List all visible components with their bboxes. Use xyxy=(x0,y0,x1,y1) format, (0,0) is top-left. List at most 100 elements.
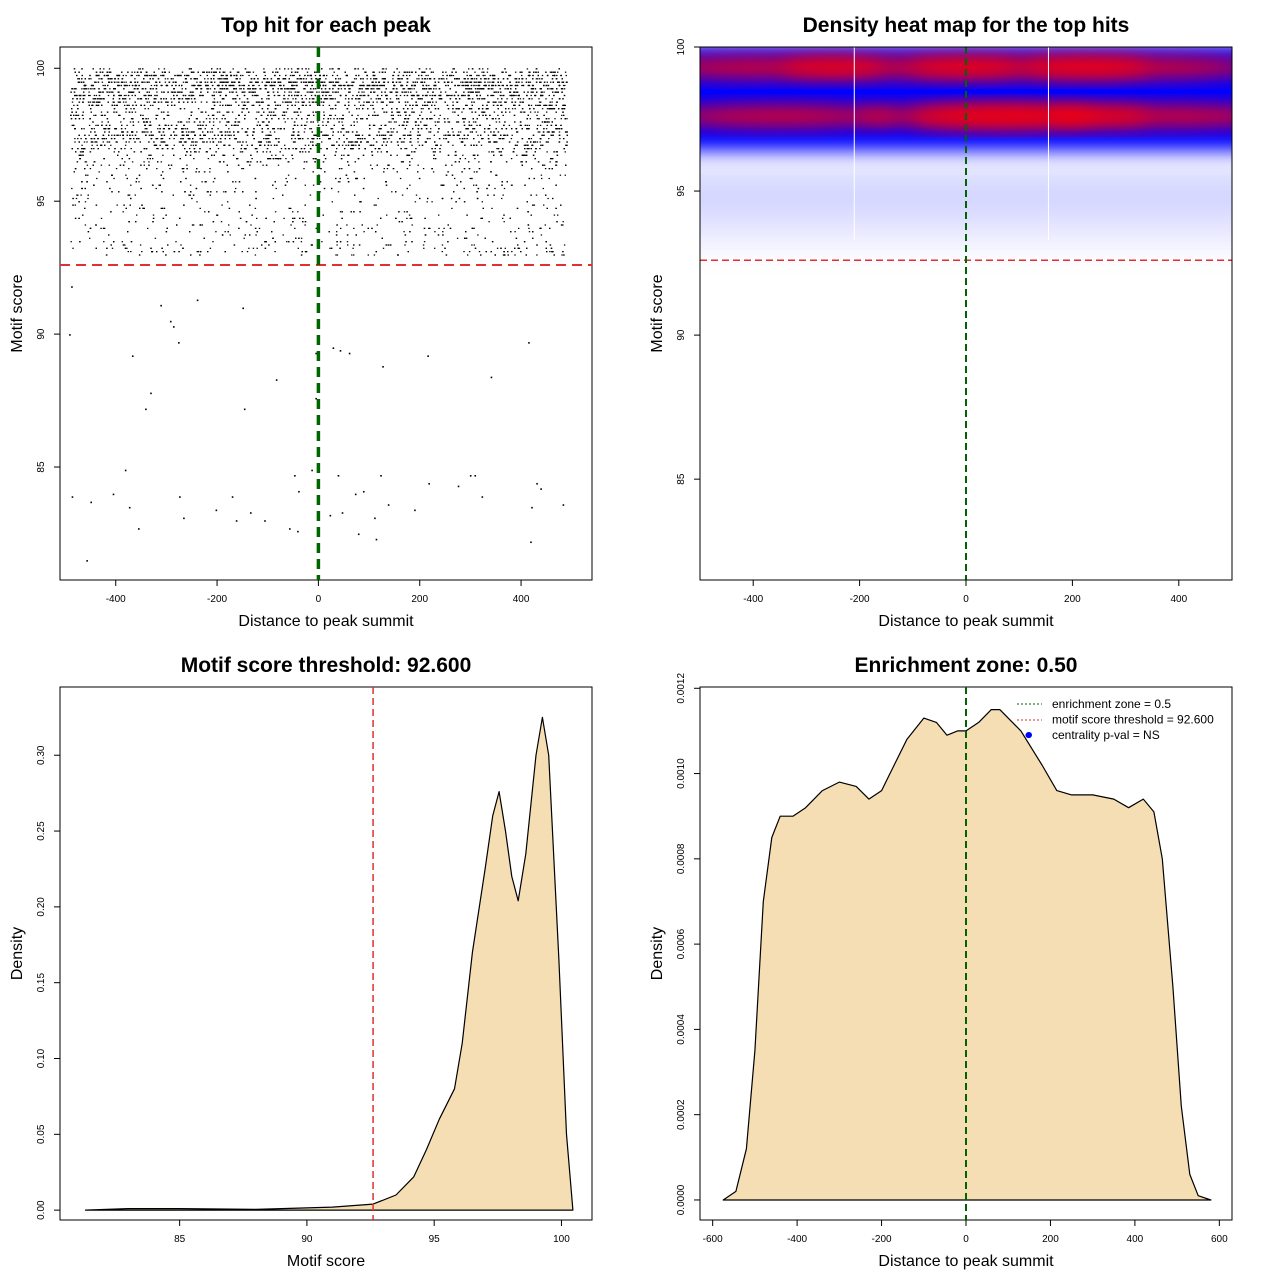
data-point xyxy=(487,81,489,83)
data-point xyxy=(295,101,297,103)
data-point xyxy=(244,104,247,106)
data-point xyxy=(325,84,327,87)
data-point xyxy=(537,131,539,133)
data-point xyxy=(98,101,100,103)
data-point xyxy=(93,101,95,103)
data-point xyxy=(399,114,402,116)
data-point xyxy=(235,124,237,126)
data-point xyxy=(84,224,87,226)
data-point xyxy=(243,237,245,239)
data-point xyxy=(299,74,301,77)
data-point xyxy=(309,194,312,196)
data-point xyxy=(239,88,241,90)
data-point xyxy=(103,128,105,130)
data-point xyxy=(521,74,523,77)
data-point xyxy=(548,94,550,97)
data-point xyxy=(304,224,306,226)
data-point xyxy=(371,227,373,229)
data-point xyxy=(502,138,504,140)
data-point xyxy=(192,144,195,146)
data-point xyxy=(147,118,149,120)
data-point xyxy=(197,108,200,110)
data-point xyxy=(466,74,468,77)
data-point xyxy=(489,81,491,83)
data-point xyxy=(456,237,459,239)
data-point xyxy=(292,148,294,150)
data-point xyxy=(451,71,453,73)
data-point xyxy=(229,138,231,140)
data-point xyxy=(501,71,503,73)
data-point xyxy=(152,214,155,216)
data-point xyxy=(515,144,517,146)
data-point xyxy=(314,88,317,90)
data-point xyxy=(239,98,241,100)
data-point xyxy=(341,168,343,170)
data-point xyxy=(500,154,502,156)
data-point xyxy=(334,114,337,116)
data-point xyxy=(409,184,411,186)
data-point xyxy=(131,134,134,136)
data-point xyxy=(406,168,409,170)
data-point xyxy=(298,78,300,80)
data-point xyxy=(541,108,544,110)
data-point xyxy=(330,94,332,97)
data-point xyxy=(219,68,221,70)
data-point xyxy=(426,201,428,203)
data-point xyxy=(323,118,325,120)
data-point xyxy=(155,98,157,100)
data-point xyxy=(111,191,113,193)
data-point xyxy=(463,251,465,253)
data-point xyxy=(426,78,429,80)
data-point xyxy=(127,94,130,97)
data-point xyxy=(376,224,378,226)
data-point xyxy=(463,78,465,80)
data-point xyxy=(541,177,543,180)
data-point xyxy=(428,227,430,229)
data-point xyxy=(149,121,151,123)
data-point xyxy=(91,104,93,106)
data-point xyxy=(478,161,480,163)
data-point xyxy=(353,124,355,126)
data-point xyxy=(356,94,358,97)
data-point xyxy=(108,234,110,236)
data-point xyxy=(443,134,445,136)
data-point xyxy=(247,161,250,163)
data-point xyxy=(224,71,226,73)
data-point xyxy=(548,118,550,120)
data-point xyxy=(351,144,354,146)
data-point xyxy=(409,74,411,77)
data-point xyxy=(476,98,479,100)
data-point xyxy=(477,91,479,93)
data-point xyxy=(544,224,546,226)
data-point xyxy=(78,101,80,103)
data-point xyxy=(538,101,541,103)
data-point xyxy=(264,241,266,243)
data-point xyxy=(124,104,126,106)
data-point xyxy=(265,124,268,126)
data-point xyxy=(316,138,319,140)
data-point xyxy=(486,71,489,73)
data-point xyxy=(87,174,89,176)
data-point xyxy=(189,184,192,186)
data-point xyxy=(127,251,129,253)
data-point xyxy=(530,94,532,97)
data-point xyxy=(343,154,345,156)
data-point xyxy=(566,134,568,136)
data-point xyxy=(229,144,231,146)
data-point xyxy=(89,237,91,239)
data-point xyxy=(156,148,158,150)
data-point xyxy=(496,148,498,150)
data-point xyxy=(354,161,356,163)
data-point xyxy=(495,118,497,120)
data-point xyxy=(116,141,118,143)
data-point xyxy=(516,141,519,143)
data-point xyxy=(73,88,76,90)
data-point xyxy=(473,244,475,246)
data-point xyxy=(252,247,255,249)
data-point xyxy=(373,91,375,93)
data-point xyxy=(257,121,259,123)
data-point xyxy=(225,74,227,77)
data-point xyxy=(510,158,513,160)
data-point xyxy=(142,114,144,116)
data-point xyxy=(415,124,417,126)
